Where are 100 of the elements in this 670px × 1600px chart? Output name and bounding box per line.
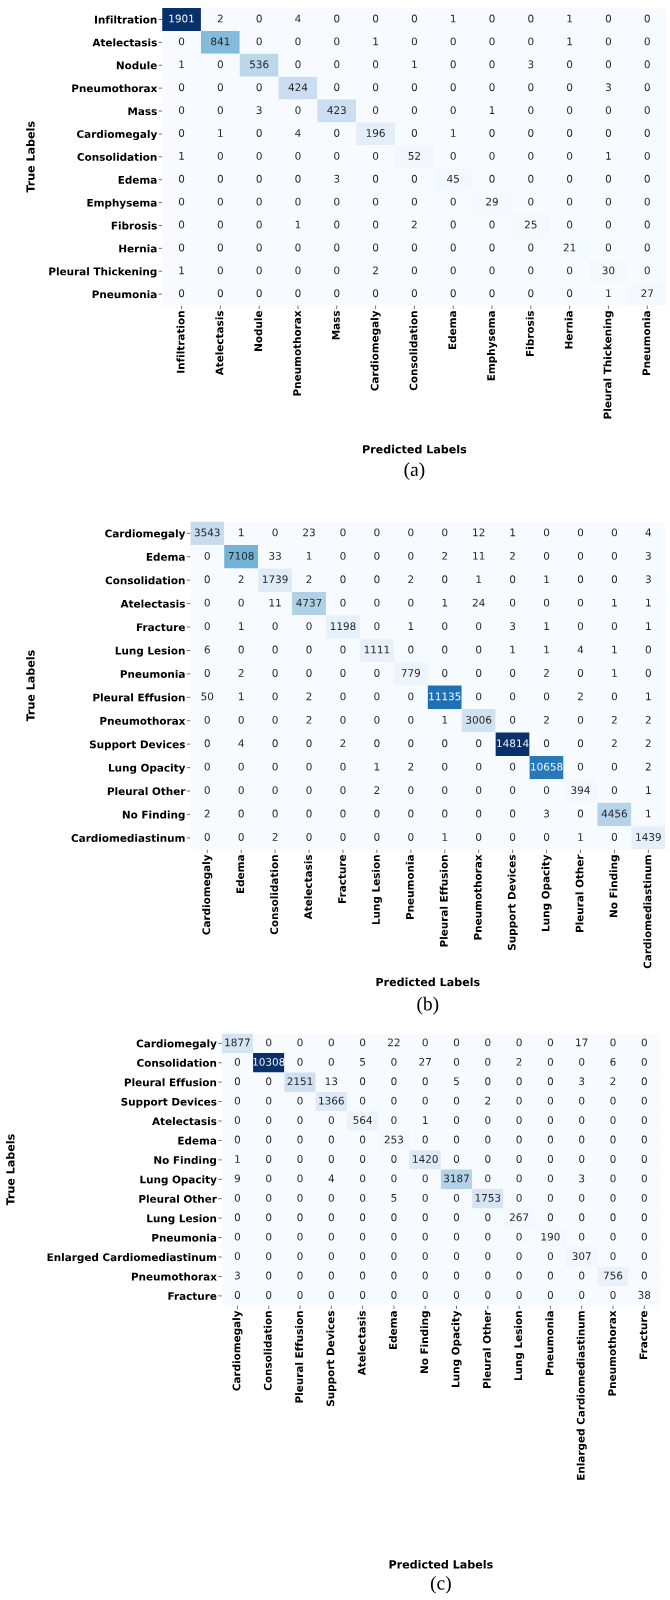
data-label: 0 bbox=[272, 645, 278, 654]
data-label: 45 bbox=[447, 174, 459, 183]
data-label: 7108 bbox=[228, 551, 254, 560]
y-tick-label: Fracture bbox=[136, 623, 185, 632]
data-label: 2 bbox=[238, 575, 244, 584]
y-tick-label: Cardiomediastinum bbox=[71, 833, 185, 842]
data-label: 0 bbox=[204, 622, 210, 631]
data-label: 0 bbox=[476, 786, 482, 795]
y-tick-label: Fracture bbox=[168, 1292, 217, 1300]
data-label: 0 bbox=[217, 60, 223, 69]
data-label: 1 bbox=[606, 152, 611, 160]
data-label: 0 bbox=[453, 1135, 460, 1144]
data-label: 0 bbox=[644, 220, 650, 229]
data-label: 0 bbox=[644, 37, 650, 46]
y-tick-label: Emphysema bbox=[87, 198, 157, 209]
data-label: 38 bbox=[638, 1291, 651, 1299]
data-label: 0 bbox=[579, 1271, 585, 1280]
x-tick-label: Pneumothorax bbox=[473, 854, 482, 940]
data-label: 0 bbox=[204, 715, 210, 724]
x-tick-label: Pleural Effusion bbox=[294, 1311, 304, 1403]
data-label: 0 bbox=[217, 151, 223, 160]
data-label: 0 bbox=[610, 1174, 616, 1183]
data-label: 0 bbox=[374, 669, 380, 677]
data-label: 0 bbox=[453, 1232, 460, 1241]
text: (c) bbox=[430, 1575, 451, 1594]
x-tick-label: Pneumonia bbox=[642, 311, 651, 376]
data-label: 11 bbox=[473, 552, 485, 560]
data-label: 1 bbox=[374, 762, 380, 771]
data-label: 1 bbox=[510, 645, 515, 654]
data-label: 0 bbox=[256, 174, 262, 183]
data-label: 0 bbox=[489, 266, 495, 275]
data-label: 0 bbox=[340, 645, 346, 654]
data-label: 0 bbox=[644, 83, 650, 92]
data-label: 0 bbox=[266, 1077, 272, 1086]
data-label: 0 bbox=[266, 1271, 272, 1280]
data-label: 1 bbox=[295, 220, 301, 229]
data-label: 0 bbox=[450, 266, 456, 275]
data-label: 0 bbox=[391, 1116, 397, 1125]
data-label: 3543 bbox=[194, 528, 220, 537]
data-label: 0 bbox=[489, 37, 495, 46]
x-tick-label: Lung Opacity bbox=[451, 1310, 462, 1387]
data-label: 0 bbox=[306, 786, 312, 795]
data-label: 0 bbox=[408, 715, 414, 724]
data-label: 11135 bbox=[429, 692, 461, 701]
data-label: 0 bbox=[238, 715, 244, 724]
data-label: 0 bbox=[295, 243, 301, 252]
data-label: 0 bbox=[306, 809, 312, 818]
data-label: 0 bbox=[204, 598, 210, 607]
data-label: 0 bbox=[306, 669, 312, 677]
data-label: 0 bbox=[359, 1038, 366, 1047]
data-label: 0 bbox=[217, 289, 223, 298]
data-label: 0 bbox=[272, 692, 278, 701]
y-tick-label: Atelectasis bbox=[92, 38, 157, 47]
data-label: 0 bbox=[577, 622, 584, 631]
data-label: 0 bbox=[374, 528, 380, 537]
data-label: 1 bbox=[567, 37, 572, 46]
data-label: 0 bbox=[528, 151, 534, 160]
data-label: 0 bbox=[359, 1232, 366, 1241]
data-label: 0 bbox=[374, 715, 380, 724]
data-label: 0 bbox=[272, 762, 278, 771]
y-tick-label: Pleural Effusion bbox=[124, 1078, 217, 1087]
data-label: 0 bbox=[611, 622, 618, 631]
data-label: 0 bbox=[411, 266, 418, 275]
x-tick-label: Consolidation bbox=[263, 1311, 272, 1391]
data-label: 0 bbox=[408, 739, 414, 748]
data-label: 0 bbox=[453, 1193, 460, 1202]
data-label: 0 bbox=[372, 14, 379, 23]
data-label: 0 bbox=[528, 129, 534, 137]
data-label: 4 bbox=[577, 645, 584, 654]
y-tick-label: Pneumothorax bbox=[100, 716, 186, 725]
data-label: 0 bbox=[547, 1291, 554, 1299]
data-label: 0 bbox=[442, 622, 448, 631]
data-label: 0 bbox=[256, 151, 262, 160]
data-label: 4 bbox=[295, 14, 301, 23]
data-label: 0 bbox=[516, 1271, 522, 1280]
data-label: 0 bbox=[306, 622, 312, 631]
data-label: 0 bbox=[547, 1271, 554, 1280]
data-label: 1 bbox=[606, 289, 611, 298]
data-label: 1 bbox=[179, 60, 184, 69]
data-label: 0 bbox=[359, 1174, 366, 1183]
data-label: 13 bbox=[325, 1077, 338, 1086]
data-label: 0 bbox=[543, 833, 550, 841]
x-axis-title: Predicted Labels bbox=[389, 1560, 493, 1569]
data-label: 0 bbox=[641, 1096, 647, 1105]
data-label: 0 bbox=[567, 174, 573, 183]
data-label: 0 bbox=[610, 1213, 616, 1222]
data-label: 0 bbox=[340, 528, 346, 537]
y-tick-label: Lung Opacity bbox=[108, 763, 186, 774]
data-label: 33 bbox=[269, 551, 281, 560]
data-label: 1753 bbox=[475, 1193, 501, 1202]
data-label: 0 bbox=[295, 266, 301, 275]
y-tick-label: Pleural Effusion bbox=[93, 693, 185, 702]
data-label: 0 bbox=[391, 1271, 397, 1280]
data-label: 0 bbox=[453, 1096, 460, 1105]
data-label: 0 bbox=[272, 528, 278, 537]
data-label: 0 bbox=[306, 762, 312, 771]
data-label: 0 bbox=[422, 1252, 428, 1261]
data-label: 0 bbox=[297, 1271, 303, 1280]
data-label: 0 bbox=[217, 83, 223, 92]
data-label: 0 bbox=[489, 289, 495, 298]
